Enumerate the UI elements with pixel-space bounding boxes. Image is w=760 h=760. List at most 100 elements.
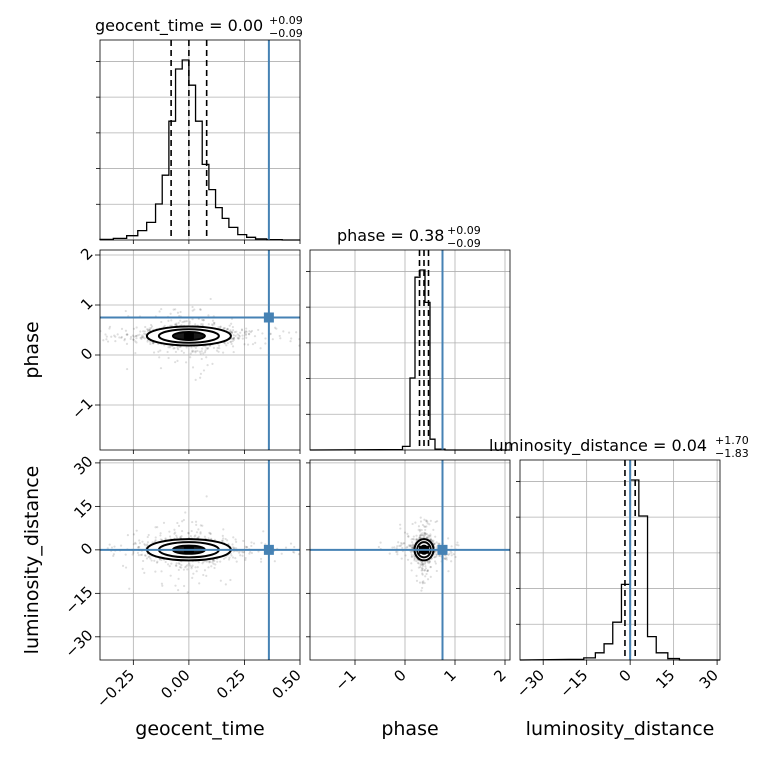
- sample-point: [409, 544, 412, 547]
- sample-point: [226, 539, 229, 542]
- sample-point: [191, 564, 194, 567]
- sample-point: [426, 561, 430, 564]
- sample-point: [415, 559, 418, 563]
- truth-marker: [263, 312, 274, 323]
- sample-point: [209, 532, 212, 535]
- sample-point: [147, 555, 150, 559]
- sample-point: [251, 343, 255, 346]
- sample-point: [139, 336, 142, 340]
- sample-point: [412, 544, 415, 547]
- sample-point: [445, 558, 448, 561]
- sample-point: [421, 562, 424, 566]
- sample-point: [190, 529, 193, 533]
- sample-point: [123, 337, 126, 341]
- sample-point: [205, 495, 208, 498]
- histogram-phase: [309, 269, 510, 451]
- panel-frame: [99, 249, 301, 451]
- sample-point: [425, 520, 428, 523]
- sample-point: [141, 540, 144, 543]
- sample-point: [421, 569, 424, 572]
- sample-point: [177, 562, 180, 565]
- sample-point: [424, 561, 427, 564]
- sample-point: [240, 329, 244, 332]
- sample-point: [421, 564, 424, 567]
- sample-point: [175, 322, 178, 325]
- sample-point: [416, 561, 420, 565]
- sample-point: [200, 322, 203, 326]
- sample-point: [434, 520, 437, 524]
- sample-point: [231, 337, 235, 340]
- sample-point: [245, 546, 248, 549]
- panel-frame: [519, 459, 721, 661]
- sample-point: [244, 334, 247, 337]
- sample-point: [433, 560, 437, 563]
- sample-point: [450, 560, 453, 563]
- sample-point: [400, 543, 403, 546]
- sample-point: [425, 525, 428, 528]
- sample-point: [419, 528, 422, 531]
- sample-point: [174, 350, 178, 354]
- sample-point: [403, 531, 407, 534]
- sample-point: [211, 324, 214, 327]
- sample-point: [246, 343, 250, 346]
- sample-point: [192, 350, 195, 353]
- sample-point: [167, 346, 170, 349]
- sample-point: [114, 335, 117, 338]
- sample-point: [411, 543, 414, 546]
- sample-point: [136, 334, 139, 337]
- sample-point: [410, 555, 413, 558]
- sample-point: [429, 533, 432, 536]
- sample-point: [259, 557, 263, 561]
- sample-point: [168, 346, 171, 349]
- sample-point: [132, 543, 135, 546]
- sample-point: [159, 538, 162, 541]
- sample-point: [221, 539, 224, 542]
- sample-point: [226, 342, 230, 345]
- sample-point: [125, 367, 129, 371]
- sample-point: [422, 563, 425, 566]
- sample-point: [231, 325, 235, 329]
- sample-point: [132, 551, 135, 555]
- sample-point: [176, 359, 179, 362]
- sample-point: [237, 334, 241, 337]
- sample-point: [199, 352, 202, 355]
- x-tick-label: −15: [556, 666, 591, 701]
- sample-point: [139, 553, 142, 557]
- sample-point: [154, 539, 157, 542]
- sample-point: [177, 577, 180, 580]
- sample-point: [188, 322, 191, 325]
- sample-point: [292, 550, 295, 554]
- sample-point: [204, 345, 207, 348]
- sample-point: [190, 567, 193, 570]
- sample-point: [224, 537, 227, 541]
- sample-point: [151, 541, 154, 544]
- sample-point: [429, 565, 432, 569]
- x-tick-label: 2: [490, 666, 509, 685]
- sample-point: [424, 565, 427, 568]
- sample-point: [432, 528, 435, 531]
- sample-point: [433, 556, 437, 559]
- sample-point: [239, 554, 242, 557]
- sample-point: [168, 565, 171, 568]
- sample-point: [426, 520, 429, 523]
- sample-point: [146, 340, 149, 343]
- sample-point: [264, 543, 267, 546]
- sample-point: [245, 327, 248, 330]
- xlabel-luminosity-distance: luminosity_distance: [526, 718, 715, 740]
- sample-point: [406, 558, 410, 561]
- sample-point: [388, 552, 391, 555]
- sample-point: [429, 566, 432, 569]
- sample-point: [200, 357, 203, 361]
- sample-point: [166, 350, 169, 354]
- sample-point: [113, 545, 116, 548]
- sample-point: [289, 542, 293, 545]
- sample-point: [411, 541, 414, 544]
- sample-point: [423, 531, 426, 534]
- sample-point: [140, 336, 143, 339]
- sample-point: [425, 519, 428, 522]
- sample-point: [146, 543, 149, 546]
- sample-point: [210, 323, 214, 326]
- y-tick-label: 1: [77, 294, 96, 313]
- sample-point: [425, 572, 428, 576]
- truth-layer: [100, 40, 632, 660]
